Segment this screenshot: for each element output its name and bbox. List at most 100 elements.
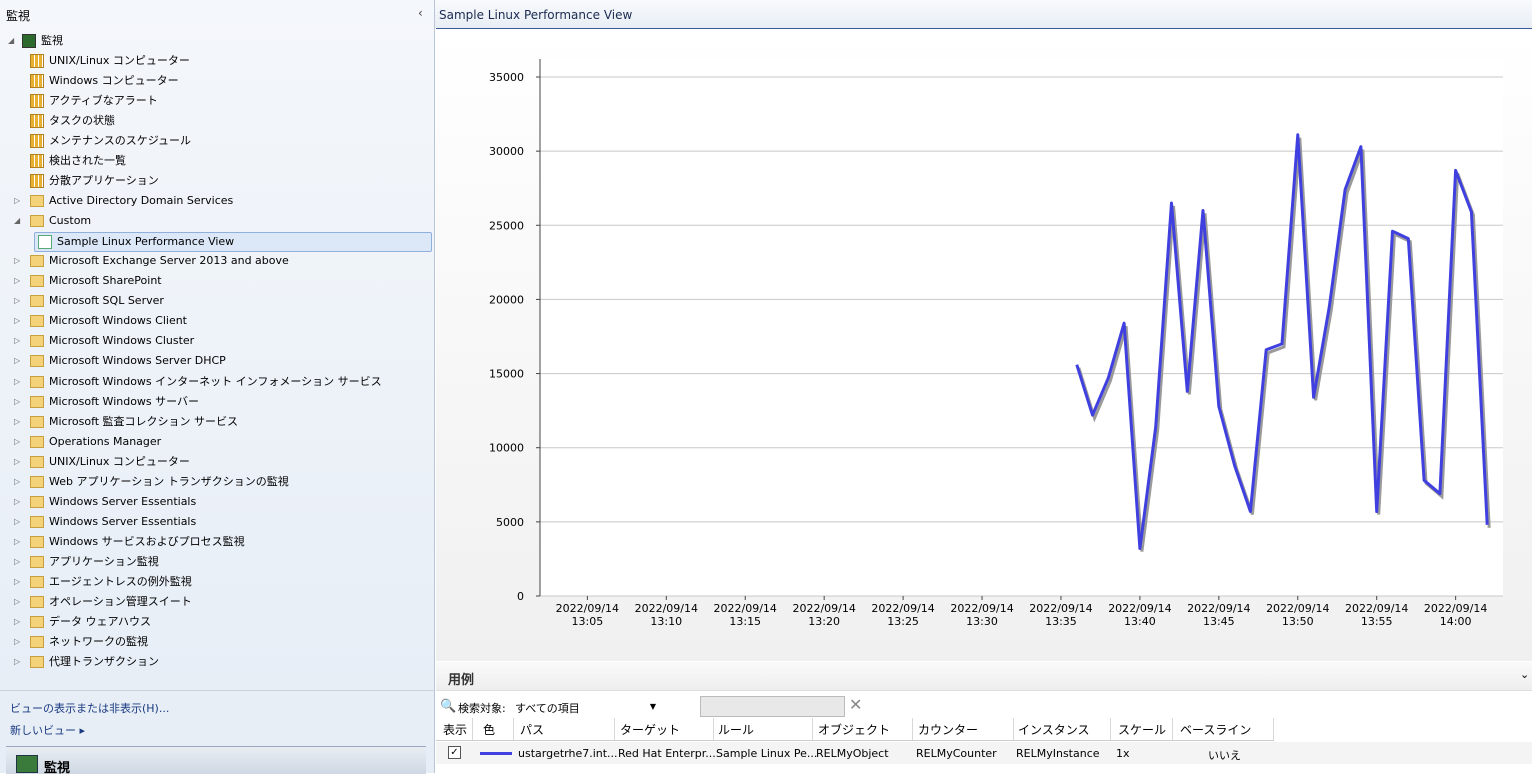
expander[interactable]: ▷ (14, 377, 21, 386)
expander[interactable]: ▷ (14, 296, 21, 305)
column-header[interactable]: パス (520, 723, 545, 737)
expander[interactable]: ◢ (8, 36, 15, 45)
column-header[interactable]: インスタンス (1018, 723, 1090, 737)
series-color (480, 752, 512, 755)
row-background[interactable] (436, 742, 1532, 764)
expander[interactable]: ▷ (14, 557, 21, 566)
item-label: Microsoft Windows インターネット インフォメーション サービス (49, 375, 382, 388)
expander[interactable]: ▷ (14, 617, 21, 626)
item-icon (30, 174, 44, 188)
legend-header: 用例 ⌄ (436, 662, 1532, 691)
tree-item[interactable]: UNIX/Linux コンピューター (0, 52, 430, 70)
tree-item[interactable]: ▷ 代理トランザクション (0, 653, 430, 671)
column-header[interactable]: カウンター (918, 723, 979, 737)
expander[interactable]: ▷ (14, 497, 21, 506)
column-header[interactable]: スケール (1118, 723, 1167, 737)
legend-collapse[interactable]: ⌄ (1520, 668, 1530, 681)
column-header[interactable]: 表示 (443, 723, 468, 737)
column-divider (472, 718, 473, 740)
expander[interactable]: ◢ (14, 216, 21, 225)
tree-item[interactable]: ▷ Microsoft Windows Cluster (0, 332, 430, 350)
search-icon: 🔍 (440, 699, 457, 714)
item-label: Active Directory Domain Services (49, 194, 234, 207)
tree-item[interactable]: タスクの状態 (0, 112, 430, 130)
item-label: Operations Manager (49, 435, 162, 448)
item-label: タスクの状態 (49, 114, 115, 127)
expander[interactable]: ▷ (14, 457, 21, 466)
visibility-checkbox[interactable]: ✓ (448, 746, 461, 759)
tree-item[interactable]: 分散アプリケーション (0, 172, 430, 190)
expander[interactable]: ▷ (14, 477, 21, 486)
expander[interactable]: ▷ (14, 356, 21, 365)
tree-item[interactable]: ▷ アプリケーション監視 (0, 553, 430, 571)
search-box[interactable] (700, 696, 845, 717)
tree-item[interactable]: ▷ Active Directory Domain Services (0, 192, 430, 210)
clear-search[interactable]: ✕ (849, 695, 863, 714)
tree-item[interactable]: メンテナンスのスケジュール (0, 132, 430, 150)
expander[interactable]: ▷ (14, 256, 21, 265)
expander[interactable]: ▷ (14, 517, 21, 526)
expander[interactable]: ▷ (14, 336, 21, 345)
expander[interactable]: ▷ (14, 316, 21, 325)
item-label: アプリケーション監視 (49, 555, 159, 568)
tree-item[interactable]: ▷ Windows Server Essentials (0, 493, 430, 511)
tree-item[interactable]: 検出された一覧 (0, 152, 430, 170)
tree-item[interactable]: ▷ Windows Server Essentials (0, 513, 430, 531)
tree-item[interactable]: ▷ ネットワークの監視 (0, 633, 430, 651)
tree-item[interactable]: ▷ Microsoft Windows インターネット インフォメーション サービ… (0, 373, 430, 391)
tree-item[interactable]: ▷ Microsoft SQL Server (0, 292, 430, 310)
column-header[interactable]: ベースライン (1180, 723, 1252, 737)
collapse-button[interactable]: ‹ (418, 6, 423, 20)
tree-item[interactable]: ◢ Custom (0, 212, 430, 230)
tree-item[interactable]: ▷ Microsoft Windows サーバー (0, 393, 430, 411)
tree-item[interactable]: ◢ 監視 (0, 32, 430, 50)
tree-item[interactable]: ▷ エージェントレスの例外監視 (0, 573, 430, 591)
expander[interactable]: ▷ (14, 537, 21, 546)
expander[interactable]: ▷ (14, 196, 21, 205)
show-hide-link[interactable]: ビューの表示または非表示(H)... (10, 702, 170, 715)
tree-item[interactable]: ▷ Windows サービスおよびプロセス監視 (0, 533, 430, 551)
x-tick-label: 2022/09/14 14:00 (1423, 602, 1488, 628)
column-header[interactable]: 色 (483, 723, 496, 737)
tree-item[interactable]: ▷ Microsoft Windows Client (0, 312, 430, 330)
tree-item[interactable]: ▷ Microsoft Exchange Server 2013 and abov… (0, 252, 430, 270)
tree-item[interactable]: ▷ Microsoft SharePoint (0, 272, 430, 290)
expander[interactable]: ▷ (14, 657, 21, 666)
expander[interactable]: ▷ (14, 276, 21, 285)
x-tick-label: 2022/09/14 13:05 (555, 602, 620, 628)
column-header[interactable]: ルール (718, 723, 755, 737)
tree-item[interactable]: ▷ データ ウェアハウス (0, 613, 430, 631)
tree-item[interactable]: ▷ Web アプリケーション トランザクションの監視 (0, 473, 430, 491)
item-label: UNIX/Linux コンピューター (49, 54, 190, 67)
column-header[interactable]: オブジェクト (818, 723, 891, 737)
column-divider (812, 718, 813, 740)
tree-item[interactable]: ▷ Microsoft Windows Server DHCP (0, 352, 430, 370)
search-scope[interactable]: すべての項目 ▼ (515, 702, 656, 715)
item-icon (30, 134, 44, 148)
expander[interactable]: ▷ (14, 637, 21, 646)
item-icon (30, 295, 44, 307)
tree-item[interactable]: Sample Linux Performance View (34, 232, 432, 252)
item-label: Microsoft Windows Server DHCP (49, 354, 226, 367)
column-divider (912, 718, 913, 740)
expander[interactable]: ▷ (14, 417, 21, 426)
tree-item[interactable]: ▷ Microsoft 監査コレクション サービス (0, 413, 430, 431)
expander[interactable]: ▷ (14, 577, 21, 586)
tree-item[interactable]: ▷ Operations Manager (0, 433, 430, 451)
expander[interactable]: ▷ (14, 397, 21, 406)
tree-item[interactable]: Windows コンピューター (0, 72, 430, 90)
line-shadow (1077, 137, 1491, 552)
wunderbar-button[interactable]: 監視 (6, 746, 426, 776)
item-icon (30, 416, 44, 428)
column-header[interactable]: ターゲット (620, 723, 681, 737)
item-icon (38, 235, 52, 249)
new-view-link[interactable]: 新しいビュー ▸ (10, 724, 86, 737)
expander[interactable]: ▷ (14, 437, 21, 446)
tree-item[interactable]: ▷ オペレーション管理スイート (0, 593, 430, 611)
tree-item[interactable]: ▷ UNIX/Linux コンピューター (0, 453, 430, 471)
item-label: メンテナンスのスケジュール (49, 134, 192, 147)
tree-item[interactable]: アクティブなアラート (0, 92, 430, 110)
search-scope-text: すべての項目 (515, 702, 580, 715)
expander[interactable]: ▷ (14, 597, 21, 606)
